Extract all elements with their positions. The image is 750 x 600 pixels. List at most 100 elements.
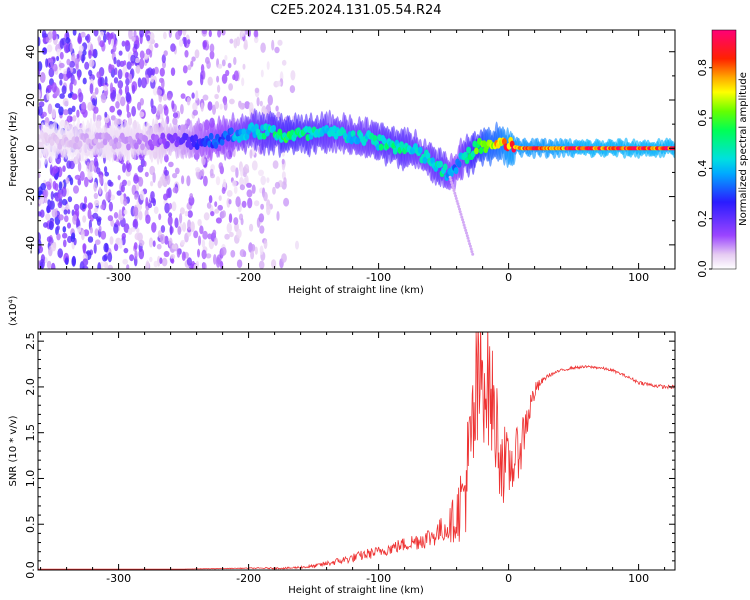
noise-speckle (43, 222, 49, 228)
noise-speckle (84, 61, 90, 70)
noise-speckle (107, 252, 113, 263)
noise-speckle (170, 258, 175, 264)
noise-speckle (272, 160, 279, 169)
snr-x-tick-label: -300 (106, 572, 131, 585)
noise-speckle (179, 213, 183, 224)
noise-speckle (129, 254, 135, 262)
noise-speckle (134, 57, 140, 64)
noise-speckle (62, 165, 66, 172)
ridge-core (49, 139, 55, 146)
noise-speckle (182, 65, 188, 74)
noise-speckle (59, 93, 65, 99)
noise-speckle (78, 92, 84, 103)
ridge-core (378, 143, 384, 151)
noise-speckle (277, 39, 283, 46)
noise-speckle (163, 31, 167, 40)
noise-speckle (77, 178, 82, 186)
noise-speckle (77, 161, 82, 172)
noise-speckle (109, 82, 114, 93)
noise-speckle (197, 248, 200, 258)
noise-speckle (38, 159, 42, 170)
noise-speckle (126, 61, 132, 70)
noise-speckle (58, 72, 64, 80)
noise-speckle (67, 107, 73, 115)
noise-speckle (132, 206, 139, 217)
noise-speckle (182, 30, 187, 36)
noise-speckle (51, 208, 58, 218)
colorbar-gradient (711, 29, 737, 270)
noise-speckle (258, 213, 265, 223)
noise-speckle (45, 213, 51, 221)
ridge-core (463, 151, 468, 159)
noise-speckle (236, 259, 243, 269)
noise-speckle (170, 254, 176, 260)
noise-speckle (162, 94, 168, 101)
noise-speckle (104, 111, 108, 118)
noise-speckle (59, 79, 63, 86)
noise-speckle (88, 49, 92, 60)
ridge-core (392, 147, 398, 155)
noise-speckle (92, 111, 96, 122)
noise-speckle (52, 63, 58, 72)
noise-speckle (93, 106, 99, 114)
noise-speckle (137, 101, 142, 111)
noise-speckle (207, 233, 212, 240)
noise-speckle (222, 178, 226, 189)
noise-speckle (87, 202, 94, 210)
noise-speckle (107, 215, 114, 222)
noise-speckle (233, 70, 239, 82)
ridge-core (219, 138, 225, 146)
noise-speckle (120, 184, 125, 193)
noise-speckle (208, 195, 213, 204)
noise-speckle (137, 165, 144, 173)
noise-speckle (156, 89, 163, 96)
noise-speckle (67, 93, 73, 99)
tail-dot (469, 247, 473, 251)
noise-speckle (93, 157, 98, 167)
noise-speckle (71, 255, 76, 266)
noise-speckle (258, 169, 264, 176)
noise-speckle (210, 211, 215, 217)
noise-speckle (219, 103, 223, 110)
noise-speckle (240, 30, 246, 37)
noise-speckle (212, 229, 217, 237)
noise-speckle (171, 100, 175, 110)
snr-panel: -300 -200 -100 0 100 0.0 0.5 1.0 1.5 2.0 2.5 Heigh… (8, 295, 676, 596)
tail-dot (460, 215, 464, 219)
noise-speckle (228, 83, 234, 91)
noise-speckle (174, 217, 179, 229)
noise-speckle (123, 223, 130, 234)
noise-speckle (50, 191, 54, 200)
noise-speckle (88, 69, 93, 77)
noise-speckle (243, 39, 248, 50)
noise-speckle (243, 177, 248, 186)
noise-speckle (42, 47, 48, 55)
noise-speckle (118, 50, 123, 56)
noise-speckle (46, 236, 53, 243)
noise-speckle (45, 36, 50, 43)
noise-speckle (154, 43, 159, 48)
noise-speckle (217, 84, 221, 93)
ridge-core (193, 134, 199, 142)
spectrogram-x-axis-label: Height of straight line (km) (288, 285, 424, 296)
noise-speckle (63, 42, 70, 54)
noise-speckle (81, 53, 85, 64)
ridge-core (77, 140, 83, 148)
noise-speckle (119, 96, 126, 107)
noise-speckle (45, 181, 51, 187)
noise-speckle (221, 246, 227, 256)
noise-speckle (180, 239, 186, 246)
noise-speckle (139, 58, 145, 70)
noise-speckle (233, 56, 237, 66)
noise-speckle (48, 220, 54, 231)
noise-speckle (156, 110, 160, 116)
noise-speckle (117, 80, 124, 89)
snr-y-tick-label: 1.5 (24, 424, 37, 442)
noise-speckle (66, 115, 73, 123)
tail-dot (463, 226, 467, 230)
noise-speckle (131, 106, 137, 117)
noise-speckle (174, 167, 180, 175)
noise-speckle (206, 202, 212, 209)
ridge-core (140, 143, 145, 151)
